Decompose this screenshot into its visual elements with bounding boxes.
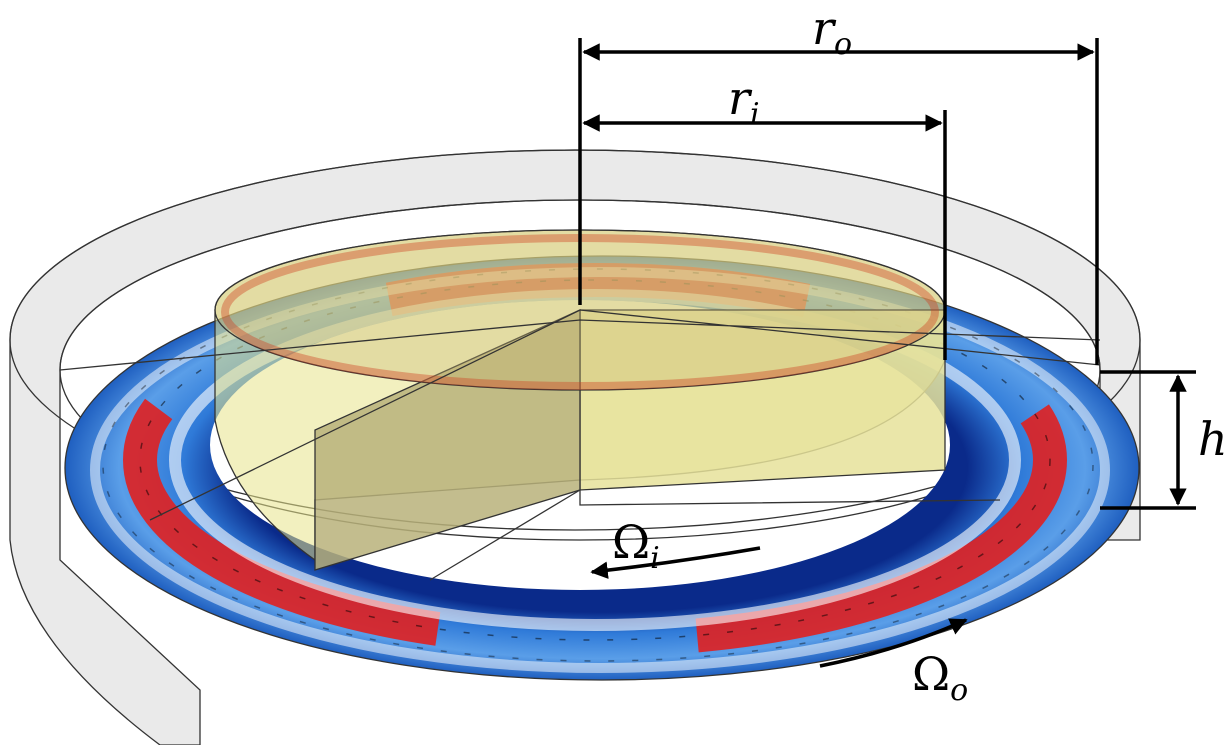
inner-rotation-label: Ωi <box>612 515 660 576</box>
height-label: h <box>1198 412 1228 466</box>
outer-rotation-label: Ωo <box>912 647 968 708</box>
outer-radius-label: ro <box>812 1 852 62</box>
taylor-couette-diagram: ro ri h Ωi Ωo <box>0 0 1230 745</box>
inner-radius-label: ri <box>728 71 760 132</box>
